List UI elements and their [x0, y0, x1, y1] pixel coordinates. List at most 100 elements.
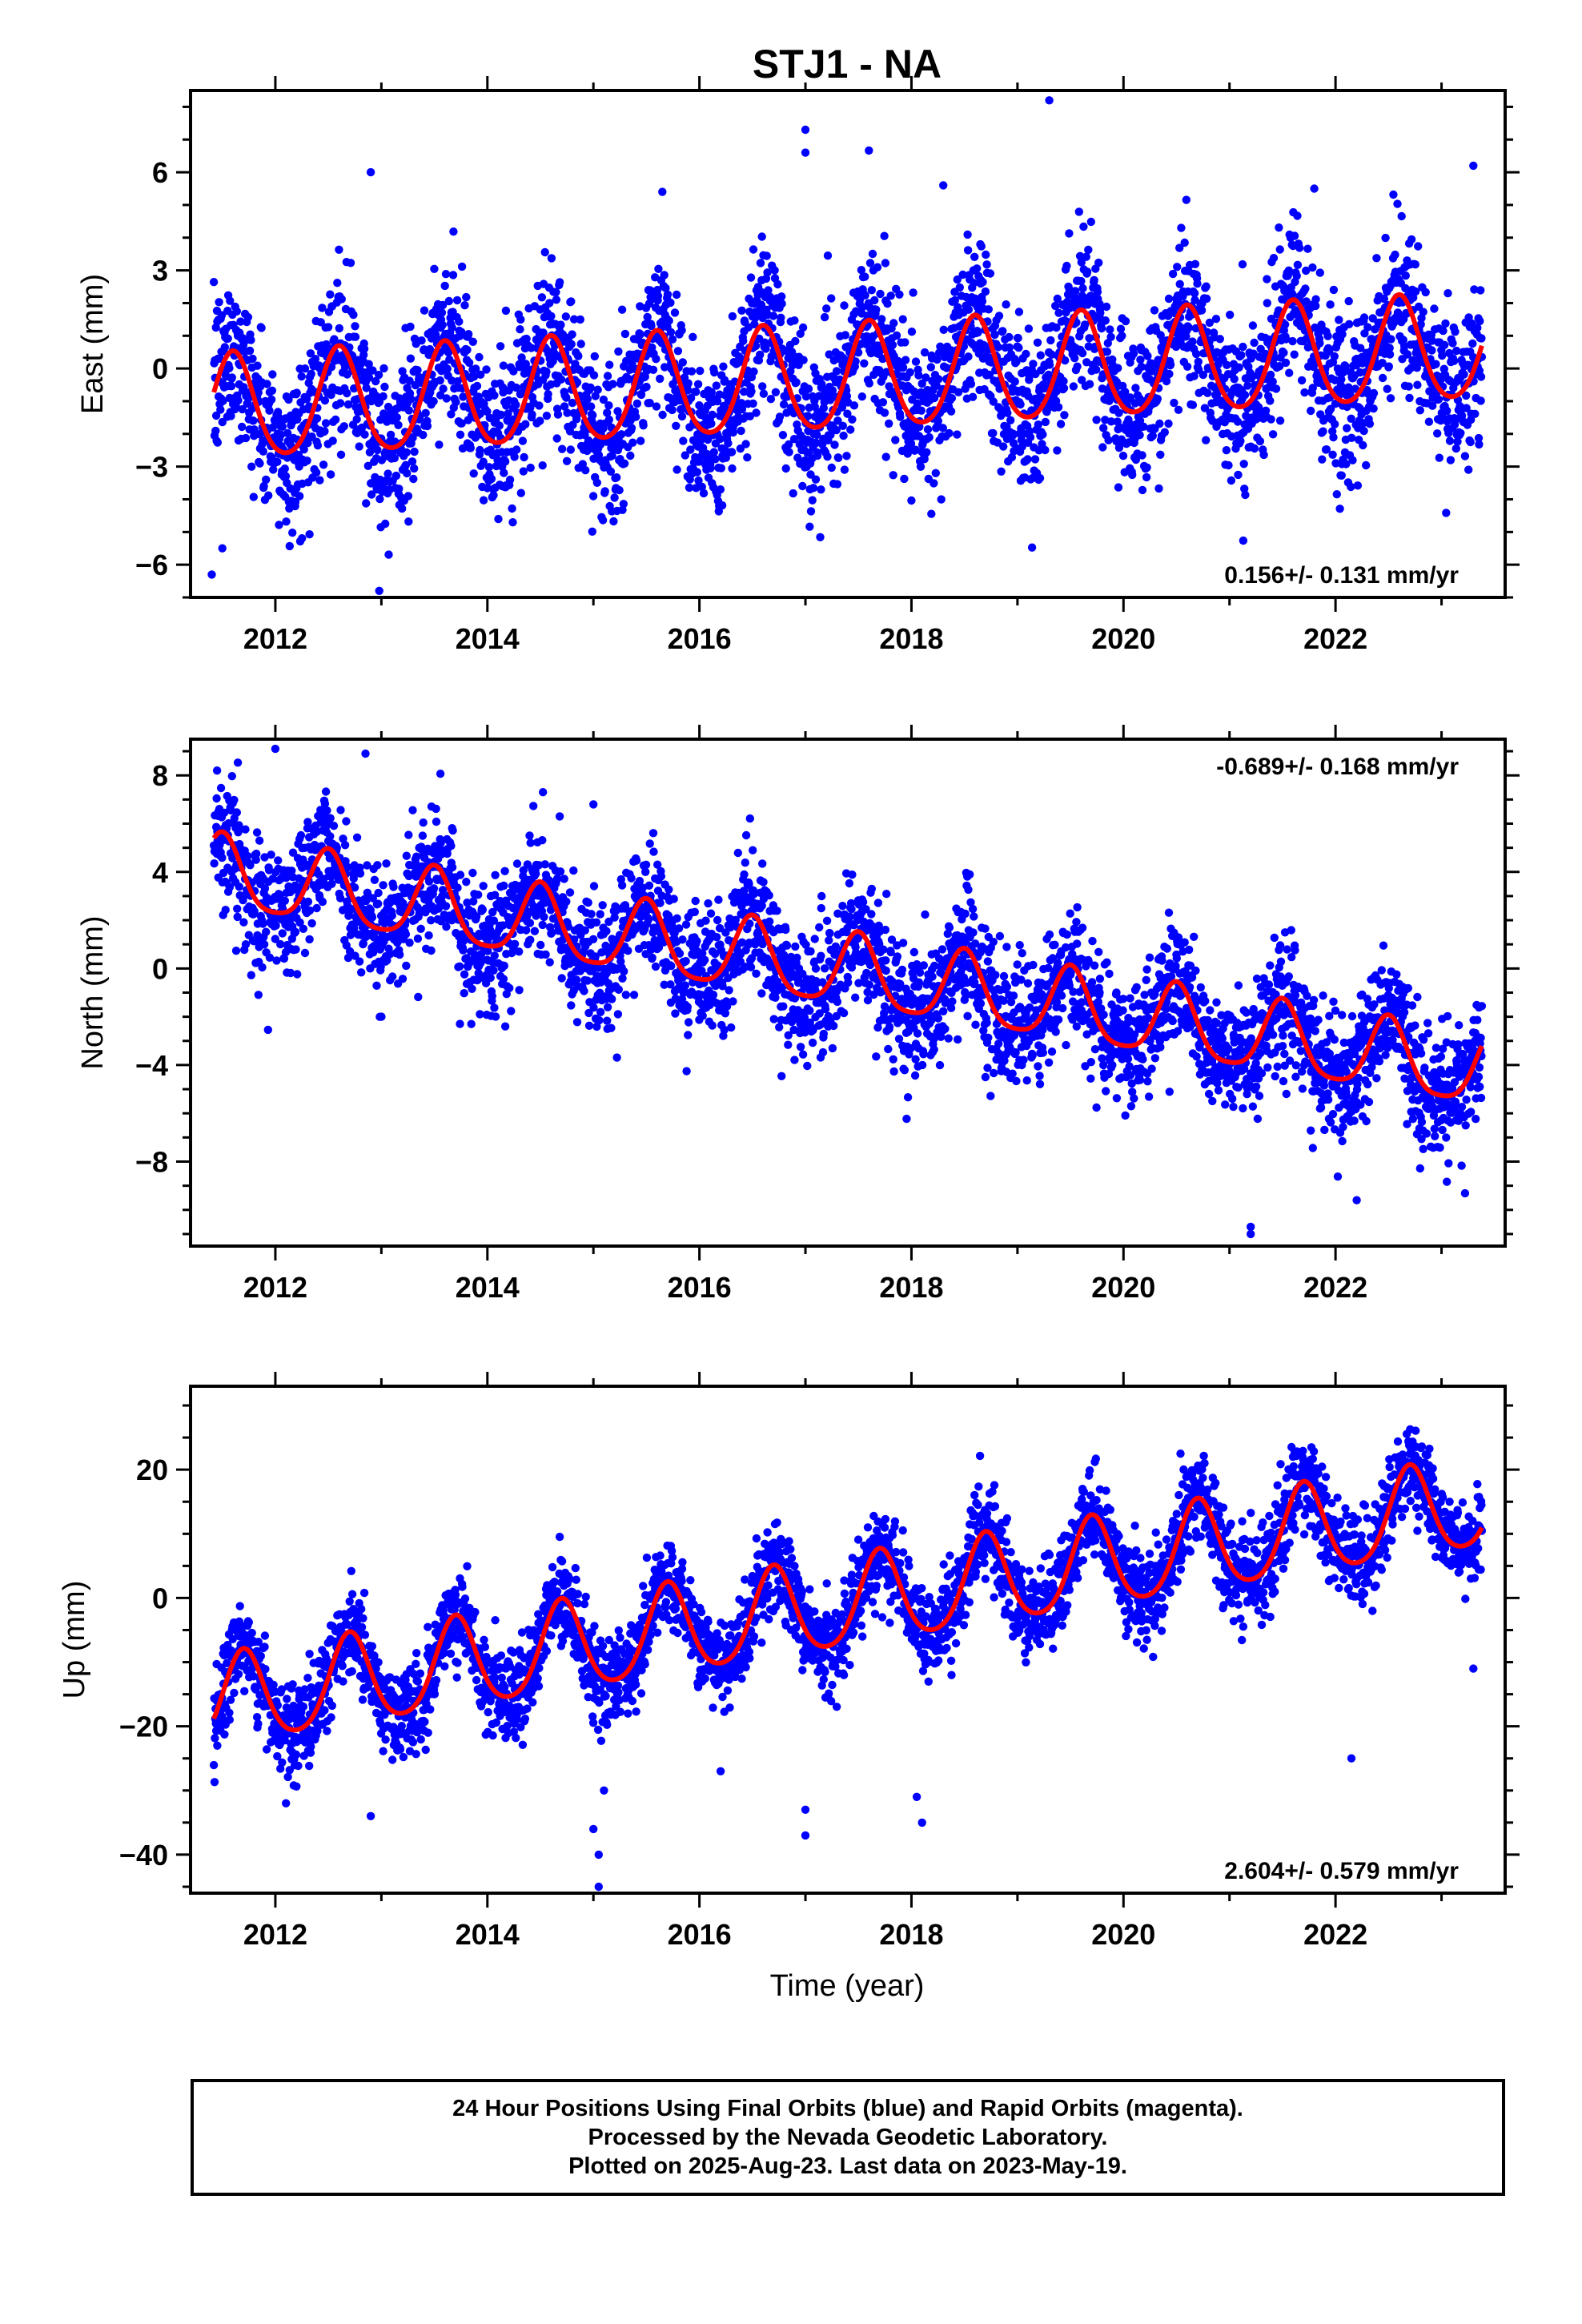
- obs-point: [684, 379, 693, 388]
- obs-point: [326, 832, 335, 841]
- obs-point: [285, 541, 294, 551]
- obs-point: [233, 758, 243, 767]
- obs-point: [508, 518, 517, 527]
- obs-point: [964, 352, 973, 361]
- obs-outlier: [218, 544, 227, 553]
- obs-point: [227, 382, 236, 391]
- obs-point: [1302, 266, 1311, 275]
- obs-point: [359, 344, 369, 353]
- obs-point: [300, 948, 310, 958]
- obs-point: [519, 866, 528, 875]
- obs-point: [1106, 332, 1115, 341]
- obs-point: [876, 289, 885, 299]
- obs-point: [741, 440, 750, 448]
- obs-point: [920, 348, 930, 357]
- obs-point: [900, 474, 909, 484]
- obs-point: [371, 376, 380, 386]
- obs-point: [427, 946, 436, 955]
- obs-point: [572, 975, 581, 984]
- obs-point: [1098, 443, 1107, 452]
- obs-point: [404, 406, 413, 415]
- obs-point: [986, 269, 995, 278]
- obs-point: [362, 384, 371, 392]
- obs-point: [963, 230, 972, 239]
- obs-point: [636, 436, 645, 445]
- obs-point: [464, 358, 474, 368]
- obs-point: [719, 362, 728, 371]
- obs-point: [789, 489, 797, 498]
- obs-point: [281, 472, 291, 480]
- obs-point: [1363, 323, 1372, 332]
- obs-point: [267, 395, 276, 404]
- obs-point: [1226, 310, 1235, 320]
- obs-point: [880, 231, 889, 240]
- obs-point: [599, 395, 608, 404]
- obs-point: [888, 340, 897, 349]
- obs-point: [343, 388, 351, 398]
- obs-point: [379, 364, 388, 373]
- obs-point: [930, 393, 939, 403]
- obs-point: [441, 902, 451, 911]
- obs-point: [589, 882, 599, 891]
- obs-point: [468, 984, 476, 994]
- obs-point: [1238, 259, 1247, 269]
- obs-point: [210, 859, 219, 868]
- obs-point: [1061, 356, 1070, 365]
- obs-point: [383, 402, 393, 412]
- obs-point: [491, 870, 500, 880]
- obs-point: [332, 843, 341, 853]
- obs-point: [1033, 338, 1042, 347]
- x-tick-label: 2020: [1091, 622, 1155, 655]
- obs-point: [825, 350, 833, 359]
- obs-point: [1378, 359, 1387, 368]
- obs-point: [757, 300, 766, 309]
- x-tick-label: 2016: [668, 622, 732, 655]
- obs-point: [997, 467, 1006, 476]
- obs-point: [1331, 420, 1339, 428]
- obs-point: [306, 349, 315, 358]
- obs-point: [1261, 406, 1271, 415]
- obs-point: [466, 444, 475, 452]
- obs-point: [212, 794, 221, 803]
- obs-point: [805, 522, 814, 531]
- obs-point: [1307, 406, 1315, 416]
- y-tick-label: 3: [152, 255, 168, 287]
- obs-point: [773, 279, 782, 289]
- obs-point: [249, 493, 258, 501]
- x-tick-label: 2012: [243, 622, 307, 655]
- obs-point: [288, 529, 297, 537]
- obs-point: [1084, 245, 1093, 255]
- obs-point: [388, 972, 397, 981]
- obs-point: [228, 854, 237, 862]
- obs-point: [665, 316, 673, 325]
- obs-point: [291, 927, 300, 937]
- obs-point: [273, 457, 282, 466]
- obs-point: [868, 249, 877, 259]
- obs-point: [215, 298, 223, 307]
- obs-point: [1329, 285, 1339, 295]
- obs-point: [898, 363, 908, 372]
- obs-point: [456, 870, 465, 879]
- obs-point: [489, 916, 499, 925]
- obs-point: [1263, 275, 1271, 283]
- obs-point: [1271, 384, 1281, 393]
- obs-point: [555, 812, 564, 821]
- obs-point: [587, 910, 596, 919]
- obs-point: [588, 935, 598, 944]
- obs-point: [387, 911, 396, 920]
- obs-point: [778, 431, 788, 440]
- obs-point: [463, 345, 472, 355]
- obs-point: [364, 360, 373, 368]
- obs-point: [241, 940, 251, 949]
- obs-point: [1259, 450, 1268, 460]
- obs-point: [1046, 336, 1055, 345]
- obs-point: [436, 838, 445, 847]
- obs-point: [873, 263, 882, 271]
- obs-point: [500, 961, 508, 971]
- obs-point: [1372, 254, 1381, 263]
- obs-point: [867, 286, 877, 295]
- obs-point: [442, 923, 451, 931]
- obs-point: [834, 453, 843, 462]
- obs-point: [220, 343, 229, 352]
